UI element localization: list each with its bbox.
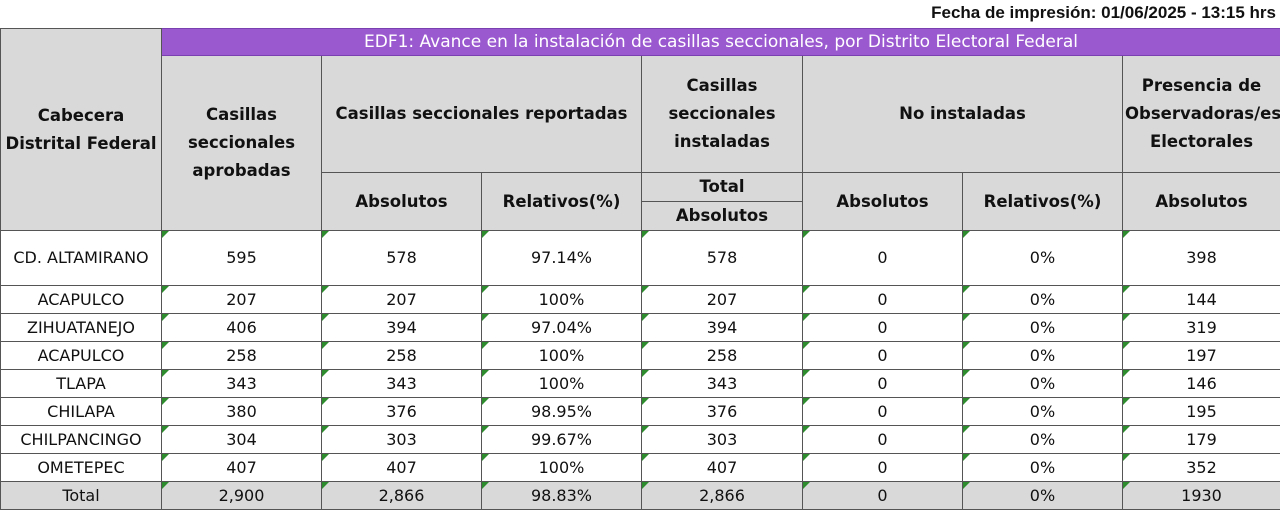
aprobadas-cell: 304 [161,425,322,454]
cabecera-cell: CD. ALTAMIRANO [0,230,162,286]
header-reportadas-absolutos: Absolutos [321,172,482,231]
total-no-instaladas-rel-cell: 0% [962,481,1123,510]
header-presencia-absolutos: Absolutos [1122,172,1280,231]
table-row: CHILAPA 380 376 98.95% 376 0 0% 195 [0,397,1280,426]
installation-progress-table: Cabecera Distrital Federal EDF1: Avance … [0,28,1280,510]
no-instaladas-rel-cell: 0% [962,369,1123,398]
no-instaladas-rel-cell: 0% [962,425,1123,454]
cabecera-cell: CHILPANCINGO [0,425,162,454]
header-reportadas: Casillas seccionales reportadas [321,55,642,173]
reportadas-rel-cell: 99.67% [481,425,642,454]
header-instaladas: Casillas seccionales instaladas [641,55,803,173]
no-instaladas-rel-cell: 0% [962,453,1123,482]
no-instaladas-rel-cell: 0% [962,313,1123,342]
reportadas-rel-cell: 100% [481,369,642,398]
observadores-abs-cell: 319 [1122,313,1280,342]
reportadas-rel-cell: 100% [481,285,642,314]
observadores-abs-cell: 352 [1122,453,1280,482]
reportadas-rel-cell: 97.04% [481,313,642,342]
no-instaladas-rel-cell: 0% [962,285,1123,314]
observadores-abs-cell: 195 [1122,397,1280,426]
cabecera-cell: ZIHUATANEJO [0,313,162,342]
cabecera-cell: OMETEPEC [0,453,162,482]
no-instaladas-abs-cell: 0 [802,341,963,370]
reportadas-abs-cell: 303 [321,425,482,454]
reportadas-rel-cell: 98.95% [481,397,642,426]
header-reportadas-relativos: Relativos(%) [481,172,642,231]
header-instaladas-absolutos: Absolutos [641,201,803,231]
table-row: TLAPA 343 343 100% 343 0 0% 146 [0,369,1280,398]
table-row: CD. ALTAMIRANO 595 578 97.14% 578 0 0% 3… [0,230,1280,286]
header-cabecera: Cabecera Distrital Federal [0,28,162,231]
reportadas-abs-cell: 394 [321,313,482,342]
instaladas-abs-cell: 207 [641,285,803,314]
aprobadas-cell: 406 [161,313,322,342]
table-row: ACAPULCO 258 258 100% 258 0 0% 197 [0,341,1280,370]
reportadas-rel-cell: 100% [481,341,642,370]
table-row: ACAPULCO 207 207 100% 207 0 0% 144 [0,285,1280,314]
total-label-cell: Total [0,481,162,510]
aprobadas-cell: 595 [161,230,322,286]
instaladas-abs-cell: 376 [641,397,803,426]
total-no-instaladas-abs-cell: 0 [802,481,963,510]
total-instaladas-abs-cell: 2,866 [641,481,803,510]
table-title: EDF1: Avance en la instalación de casill… [161,28,1280,56]
no-instaladas-abs-cell: 0 [802,369,963,398]
reportadas-abs-cell: 258 [321,341,482,370]
total-observadores-abs-cell: 1930 [1122,481,1280,510]
total-reportadas-rel-cell: 98.83% [481,481,642,510]
aprobadas-cell: 207 [161,285,322,314]
header-no-instaladas: No instaladas [802,55,1123,173]
instaladas-abs-cell: 394 [641,313,803,342]
reportadas-rel-cell: 97.14% [481,230,642,286]
no-instaladas-abs-cell: 0 [802,285,963,314]
cabecera-cell: ACAPULCO [0,285,162,314]
no-instaladas-rel-cell: 0% [962,230,1123,286]
instaladas-abs-cell: 258 [641,341,803,370]
observadores-abs-cell: 179 [1122,425,1280,454]
instaladas-abs-cell: 343 [641,369,803,398]
reportadas-abs-cell: 376 [321,397,482,426]
print-date: Fecha de impresión: 01/06/2025 - 13:15 h… [931,3,1276,22]
total-reportadas-abs-cell: 2,866 [321,481,482,510]
observadores-abs-cell: 146 [1122,369,1280,398]
header-presencia: Presencia de Observadoras/es Electorales [1122,55,1280,173]
instaladas-abs-cell: 303 [641,425,803,454]
no-instaladas-abs-cell: 0 [802,425,963,454]
reportadas-abs-cell: 407 [321,453,482,482]
cabecera-cell: ACAPULCO [0,341,162,370]
header-aprobadas: Casillas seccionales aprobadas [161,55,322,231]
no-instaladas-rel-cell: 0% [962,397,1123,426]
aprobadas-cell: 380 [161,397,322,426]
reportadas-abs-cell: 207 [321,285,482,314]
cabecera-cell: TLAPA [0,369,162,398]
table-row: ZIHUATANEJO 406 394 97.04% 394 0 0% 319 [0,313,1280,342]
total-row: Total 2,900 2,866 98.83% 2,866 0 0% 1930 [0,481,1280,510]
instaladas-abs-cell: 578 [641,230,803,286]
aprobadas-cell: 343 [161,369,322,398]
no-instaladas-rel-cell: 0% [962,341,1123,370]
no-instaladas-abs-cell: 0 [802,397,963,426]
aprobadas-cell: 407 [161,453,322,482]
reportadas-abs-cell: 578 [321,230,482,286]
header-no-instaladas-relativos: Relativos(%) [962,172,1123,231]
no-instaladas-abs-cell: 0 [802,313,963,342]
aprobadas-cell: 258 [161,341,322,370]
header-instaladas-total: Total [641,172,803,202]
observadores-abs-cell: 197 [1122,341,1280,370]
observadores-abs-cell: 398 [1122,230,1280,286]
no-instaladas-abs-cell: 0 [802,453,963,482]
cabecera-cell: CHILAPA [0,397,162,426]
table-row: CHILPANCINGO 304 303 99.67% 303 0 0% 179 [0,425,1280,454]
reportadas-abs-cell: 343 [321,369,482,398]
observadores-abs-cell: 144 [1122,285,1280,314]
reportadas-rel-cell: 100% [481,453,642,482]
header-no-instaladas-absolutos: Absolutos [802,172,963,231]
no-instaladas-abs-cell: 0 [802,230,963,286]
total-aprobadas-cell: 2,900 [161,481,322,510]
instaladas-abs-cell: 407 [641,453,803,482]
table-row: OMETEPEC 407 407 100% 407 0 0% 352 [0,453,1280,482]
